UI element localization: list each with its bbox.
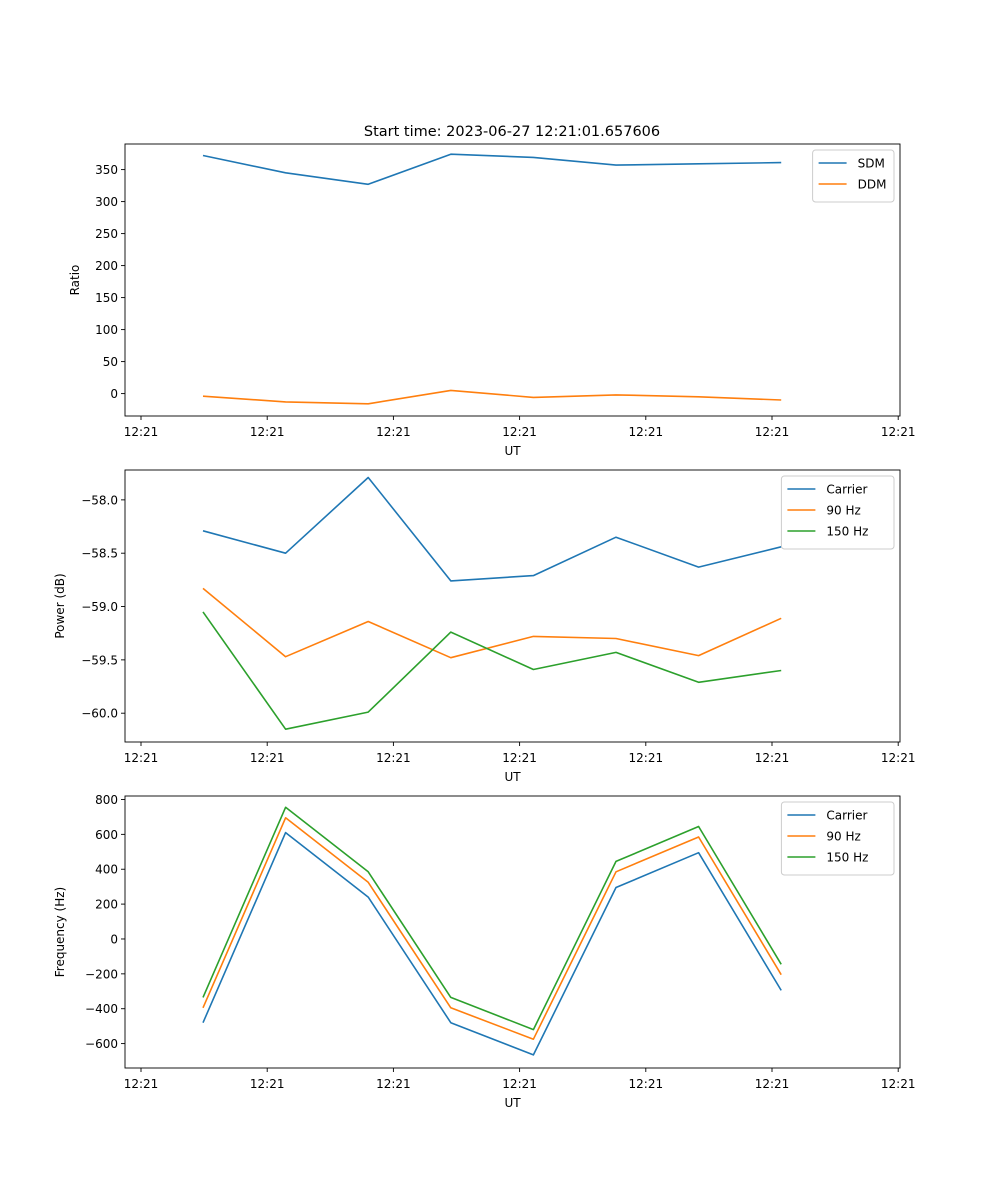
x-tick-label: 12:21 <box>629 1077 664 1091</box>
axes-frame <box>124 795 901 1069</box>
series-line-90-hz <box>202 587 782 659</box>
x-tick-label: 12:21 <box>502 751 537 765</box>
y-tick-label: −60.0 <box>81 707 118 721</box>
x-tick-label: 12:21 <box>502 425 537 439</box>
x-axis-label: UT <box>504 444 521 458</box>
legend-label: 150 Hz <box>826 525 868 539</box>
x-tick-label: 12:21 <box>881 425 916 439</box>
x-tick-label: 12:21 <box>881 751 916 765</box>
legend: SDM DDM <box>812 149 895 203</box>
series-line-sdm <box>202 153 782 186</box>
y-tick-label: 350 <box>95 163 118 177</box>
y-tick-label: 250 <box>95 227 118 241</box>
legend-label: Carrier <box>826 809 867 823</box>
x-axis-label: UT <box>504 1096 521 1110</box>
x-tick-label: 12:21 <box>755 751 790 765</box>
x-tick-label: 12:21 <box>376 425 411 439</box>
y-tick-label: −400 <box>85 1002 118 1016</box>
x-tick-label: 12:21 <box>250 751 285 765</box>
chart-panel-1: 12:2112:2112:2112:2112:2112:2112:2112:22… <box>68 143 916 458</box>
y-axis-label: Ratio <box>68 265 82 296</box>
y-tick-label: −58.5 <box>81 547 118 561</box>
x-tick-label: 12:21 <box>250 425 285 439</box>
legend: Carrier 90 Hz 150 Hz <box>780 801 895 876</box>
y-axis-label: Frequency (Hz) <box>53 887 67 978</box>
series-line-150-hz <box>202 806 782 1031</box>
legend-label: 90 Hz <box>826 830 860 844</box>
y-tick-label: 400 <box>95 863 118 877</box>
legend-label: 150 Hz <box>826 851 868 865</box>
y-tick-label: 150 <box>95 291 118 305</box>
x-tick-label: 12:21 <box>376 1077 411 1091</box>
y-tick-label: 0 <box>110 932 118 946</box>
y-tick-label: 600 <box>95 828 118 842</box>
y-tick-label: −58.0 <box>81 493 118 507</box>
y-tick-label: 800 <box>95 793 118 807</box>
x-tick-label: 12:21 <box>124 751 159 765</box>
series-line-ddm <box>202 389 782 405</box>
x-tick-label: 12:21 <box>755 1077 790 1091</box>
y-tick-label: −59.0 <box>81 600 118 614</box>
series-line-150-hz <box>202 611 782 731</box>
legend-label: SDM <box>858 157 885 171</box>
y-tick-label: 100 <box>95 323 118 337</box>
x-tick-label: 12:21 <box>376 751 411 765</box>
chart-panel-3: 12:2112:2112:2112:2112:2112:2112:2112:22… <box>53 793 916 1110</box>
legend-label: Carrier <box>826 483 867 497</box>
chart-panel-2: 12:2112:2112:2112:2112:2112:2112:2112:22… <box>53 469 916 784</box>
series-line-carrier <box>202 476 782 582</box>
y-tick-label: 0 <box>110 387 118 401</box>
x-tick-label: 12:21 <box>250 1077 285 1091</box>
x-tick-label: 12:21 <box>502 1077 537 1091</box>
axes-frame <box>124 469 901 743</box>
x-tick-label: 12:21 <box>124 1077 159 1091</box>
x-tick-label: 12:21 <box>881 1077 916 1091</box>
legend: Carrier 90 Hz 150 Hz <box>780 475 895 550</box>
x-axis-label: UT <box>504 770 521 784</box>
chart-panels: 12:2112:2112:2112:2112:2112:2112:2112:22… <box>53 143 916 1110</box>
y-tick-label: 200 <box>95 898 118 912</box>
y-tick-label: −200 <box>85 967 118 981</box>
x-tick-label: 12:21 <box>629 425 664 439</box>
y-tick-label: −600 <box>85 1037 118 1051</box>
x-tick-label: 12:21 <box>124 425 159 439</box>
legend-label: 90 Hz <box>826 504 860 518</box>
legend-label: DDM <box>858 178 887 192</box>
y-tick-label: −59.5 <box>81 653 118 667</box>
figure-title: Start time: 2023-06-27 12:21:01.657606 <box>364 124 660 140</box>
series-line-90-hz <box>202 816 782 1040</box>
y-tick-label: 200 <box>95 259 118 273</box>
x-tick-label: 12:21 <box>629 751 664 765</box>
y-axis-label: Power (dB) <box>53 573 67 638</box>
y-tick-label: 300 <box>95 195 118 209</box>
y-tick-label: 50 <box>103 355 118 369</box>
x-tick-label: 12:21 <box>755 425 790 439</box>
axes-frame <box>124 143 901 417</box>
series-line-carrier <box>202 831 782 1056</box>
